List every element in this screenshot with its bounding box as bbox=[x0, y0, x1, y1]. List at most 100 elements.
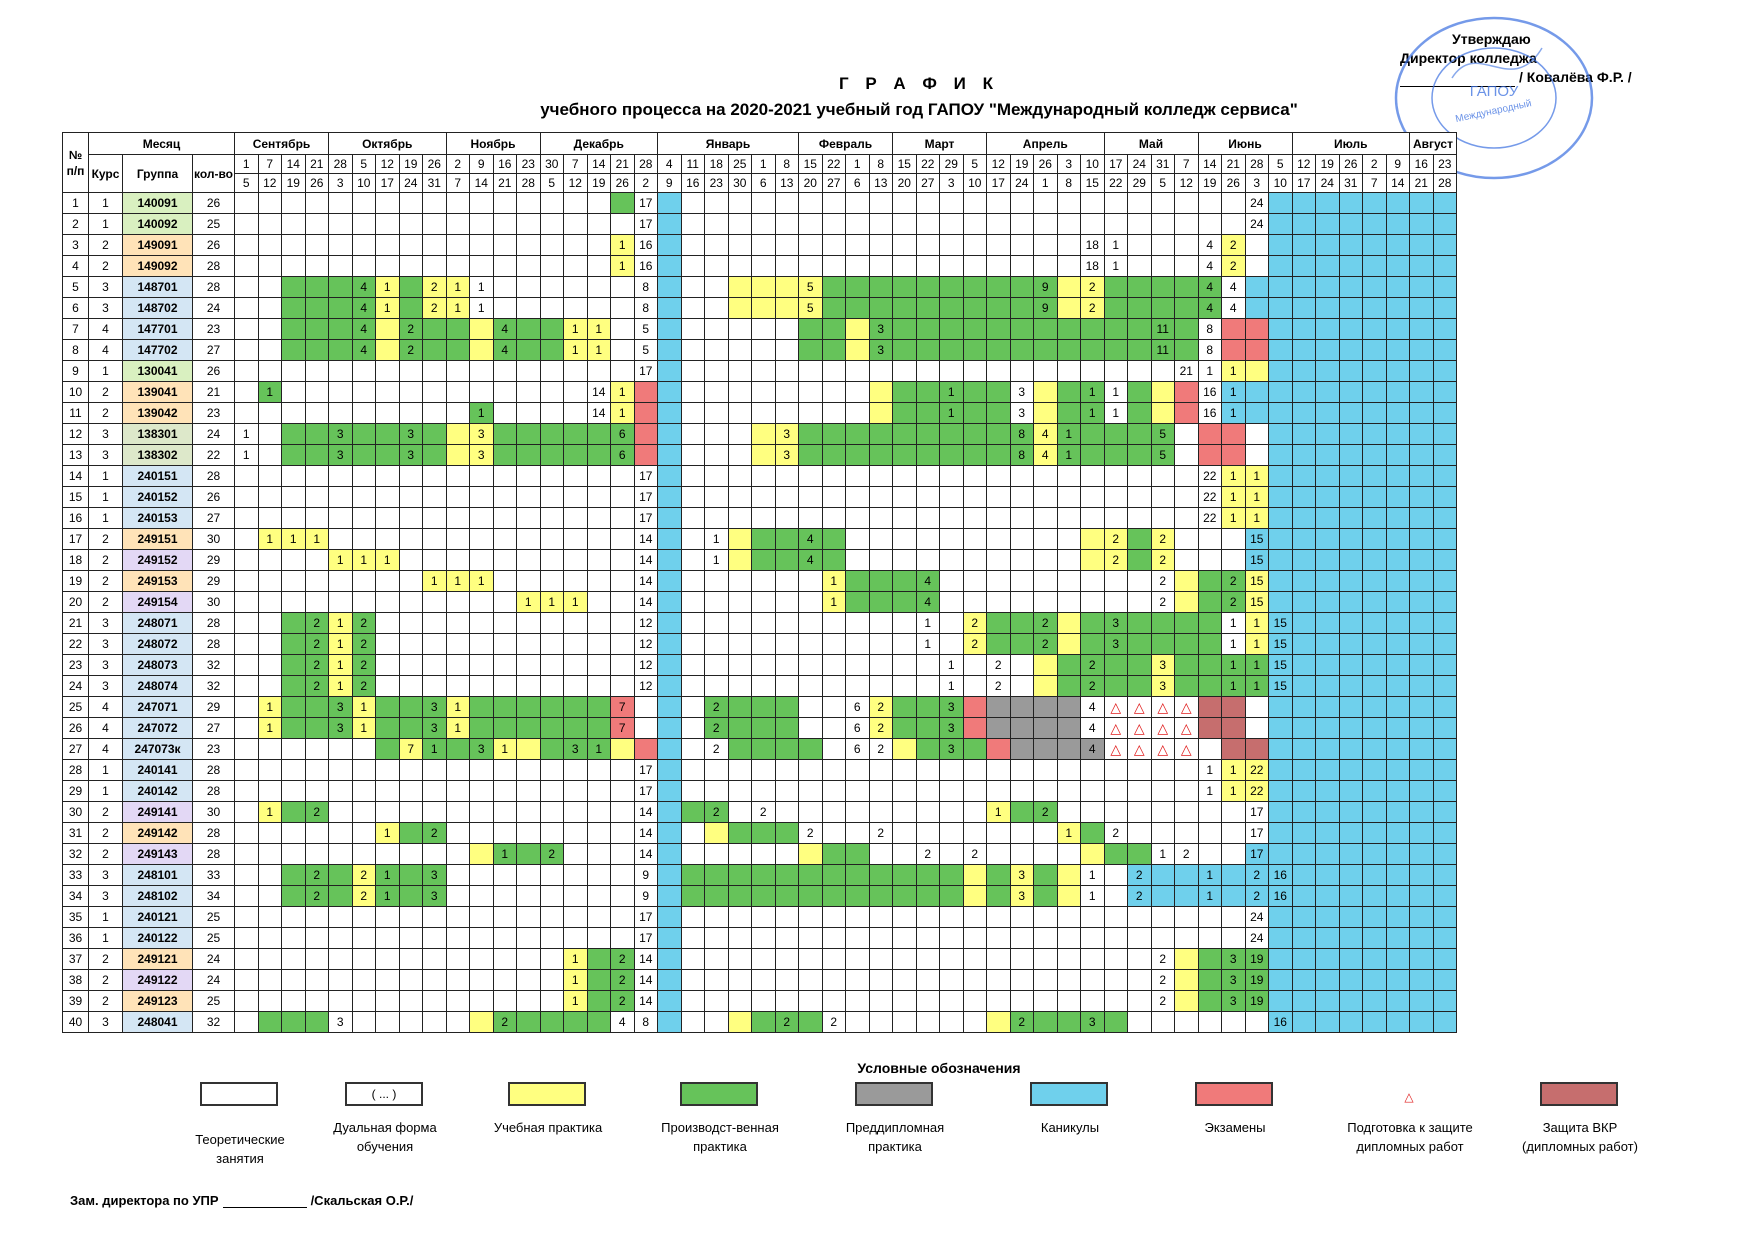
schedule-cell bbox=[680, 675, 705, 697]
schedule-cell bbox=[375, 507, 400, 529]
schedule-cell bbox=[351, 465, 376, 487]
schedule-cell bbox=[680, 948, 705, 970]
schedule-cell bbox=[1409, 906, 1434, 928]
schedule-cell bbox=[1127, 402, 1152, 424]
schedule-cell bbox=[1432, 402, 1457, 424]
row-count: 24 bbox=[192, 969, 235, 991]
schedule-cell bbox=[1409, 738, 1434, 760]
schedule-cell bbox=[563, 864, 588, 886]
schedule-cell bbox=[1127, 759, 1152, 781]
legend-item: Экзамены bbox=[1155, 1078, 1315, 1188]
schedule-cell bbox=[892, 633, 917, 655]
schedule-cell: 15 bbox=[1244, 570, 1269, 592]
schedule-cell bbox=[1268, 969, 1293, 991]
schedule-cell bbox=[986, 927, 1011, 949]
schedule-cell bbox=[680, 591, 705, 613]
schedule-cell bbox=[234, 696, 259, 718]
schedule-cell bbox=[915, 465, 940, 487]
schedule-cell bbox=[1315, 339, 1340, 361]
schedule-cell bbox=[1362, 486, 1387, 508]
schedule-cell bbox=[1103, 213, 1128, 235]
schedule-cell: 1 bbox=[1103, 255, 1128, 277]
schedule-cell bbox=[1338, 696, 1363, 718]
schedule-cell bbox=[1291, 528, 1316, 550]
schedule-cell bbox=[1127, 318, 1152, 340]
schedule-cell bbox=[704, 192, 729, 214]
schedule-cell bbox=[821, 297, 846, 319]
schedule-cell bbox=[1127, 633, 1152, 655]
schedule-cell bbox=[1291, 633, 1316, 655]
schedule-cell bbox=[234, 948, 259, 970]
week-start: 2 bbox=[1362, 154, 1387, 174]
schedule-cell bbox=[1432, 927, 1457, 949]
schedule-cell bbox=[1103, 423, 1128, 445]
schedule-cell bbox=[257, 549, 282, 571]
schedule-cell bbox=[539, 486, 564, 508]
schedule-cell bbox=[469, 675, 494, 697]
schedule-cell: 1 bbox=[586, 339, 611, 361]
schedule-cell: 2 bbox=[1244, 885, 1269, 907]
schedule-cell bbox=[751, 906, 776, 928]
schedule-cell: 1 bbox=[445, 297, 470, 319]
schedule-cell bbox=[351, 759, 376, 781]
schedule-cell: 8 bbox=[1197, 318, 1222, 340]
schedule-cell bbox=[492, 927, 517, 949]
schedule-cell bbox=[375, 612, 400, 634]
schedule-cell bbox=[1315, 948, 1340, 970]
row-number: 31 bbox=[62, 822, 89, 844]
defense-prep-icon: △ bbox=[1180, 740, 1192, 757]
schedule-cell bbox=[727, 591, 752, 613]
schedule-cell: 1 bbox=[704, 549, 729, 571]
schedule-cell bbox=[774, 885, 799, 907]
schedule-cell bbox=[516, 570, 541, 592]
schedule-cell bbox=[1056, 738, 1081, 760]
schedule-cell bbox=[1409, 969, 1434, 991]
schedule-cell bbox=[281, 696, 306, 718]
schedule-cell bbox=[539, 360, 564, 382]
schedule-cell bbox=[1127, 969, 1152, 991]
week-start: 5 bbox=[1268, 154, 1293, 174]
schedule-cell bbox=[281, 255, 306, 277]
schedule-cell bbox=[1174, 402, 1199, 424]
schedule-cell bbox=[516, 948, 541, 970]
schedule-cell bbox=[445, 402, 470, 424]
schedule-cell: 2 bbox=[704, 801, 729, 823]
schedule-cell: 1 bbox=[304, 528, 329, 550]
schedule-cell bbox=[892, 486, 917, 508]
schedule-cell bbox=[986, 465, 1011, 487]
row-count: 25 bbox=[192, 927, 235, 949]
schedule-cell bbox=[1315, 864, 1340, 886]
schedule-cell: 3 bbox=[1103, 633, 1128, 655]
row-number: 38 bbox=[62, 969, 89, 991]
schedule-cell bbox=[1103, 570, 1128, 592]
schedule-cell bbox=[1432, 990, 1457, 1012]
schedule-cell bbox=[986, 948, 1011, 970]
schedule-cell bbox=[986, 717, 1011, 739]
week-end: 9 bbox=[657, 173, 682, 193]
schedule-cell bbox=[868, 465, 893, 487]
schedule-cell bbox=[704, 612, 729, 634]
schedule-cell bbox=[1150, 297, 1175, 319]
schedule-cell: 4 bbox=[492, 318, 517, 340]
schedule-cell bbox=[445, 969, 470, 991]
row-group: 249122 bbox=[122, 969, 193, 991]
schedule-cell bbox=[1197, 969, 1222, 991]
schedule-cell bbox=[1315, 255, 1340, 277]
row-count: 25 bbox=[192, 213, 235, 235]
schedule-cell bbox=[1150, 486, 1175, 508]
schedule-cell: 16 bbox=[1197, 402, 1222, 424]
schedule-cell bbox=[1009, 822, 1034, 844]
schedule-cell: 1 bbox=[375, 864, 400, 886]
schedule-cell bbox=[774, 717, 799, 739]
schedule-cell bbox=[1056, 255, 1081, 277]
month-header: Ноябрь bbox=[445, 132, 541, 155]
schedule-cell bbox=[1268, 927, 1293, 949]
row-number: 14 bbox=[62, 465, 89, 487]
schedule-cell bbox=[986, 339, 1011, 361]
schedule-cell: 1 bbox=[1197, 864, 1222, 886]
schedule-cell: 3 bbox=[774, 423, 799, 445]
approval-line-2: Директор колледжа bbox=[1400, 50, 1537, 66]
schedule-cell bbox=[821, 381, 846, 403]
legend-label: Учебная практика bbox=[493, 1120, 603, 1135]
schedule-cell bbox=[1315, 528, 1340, 550]
